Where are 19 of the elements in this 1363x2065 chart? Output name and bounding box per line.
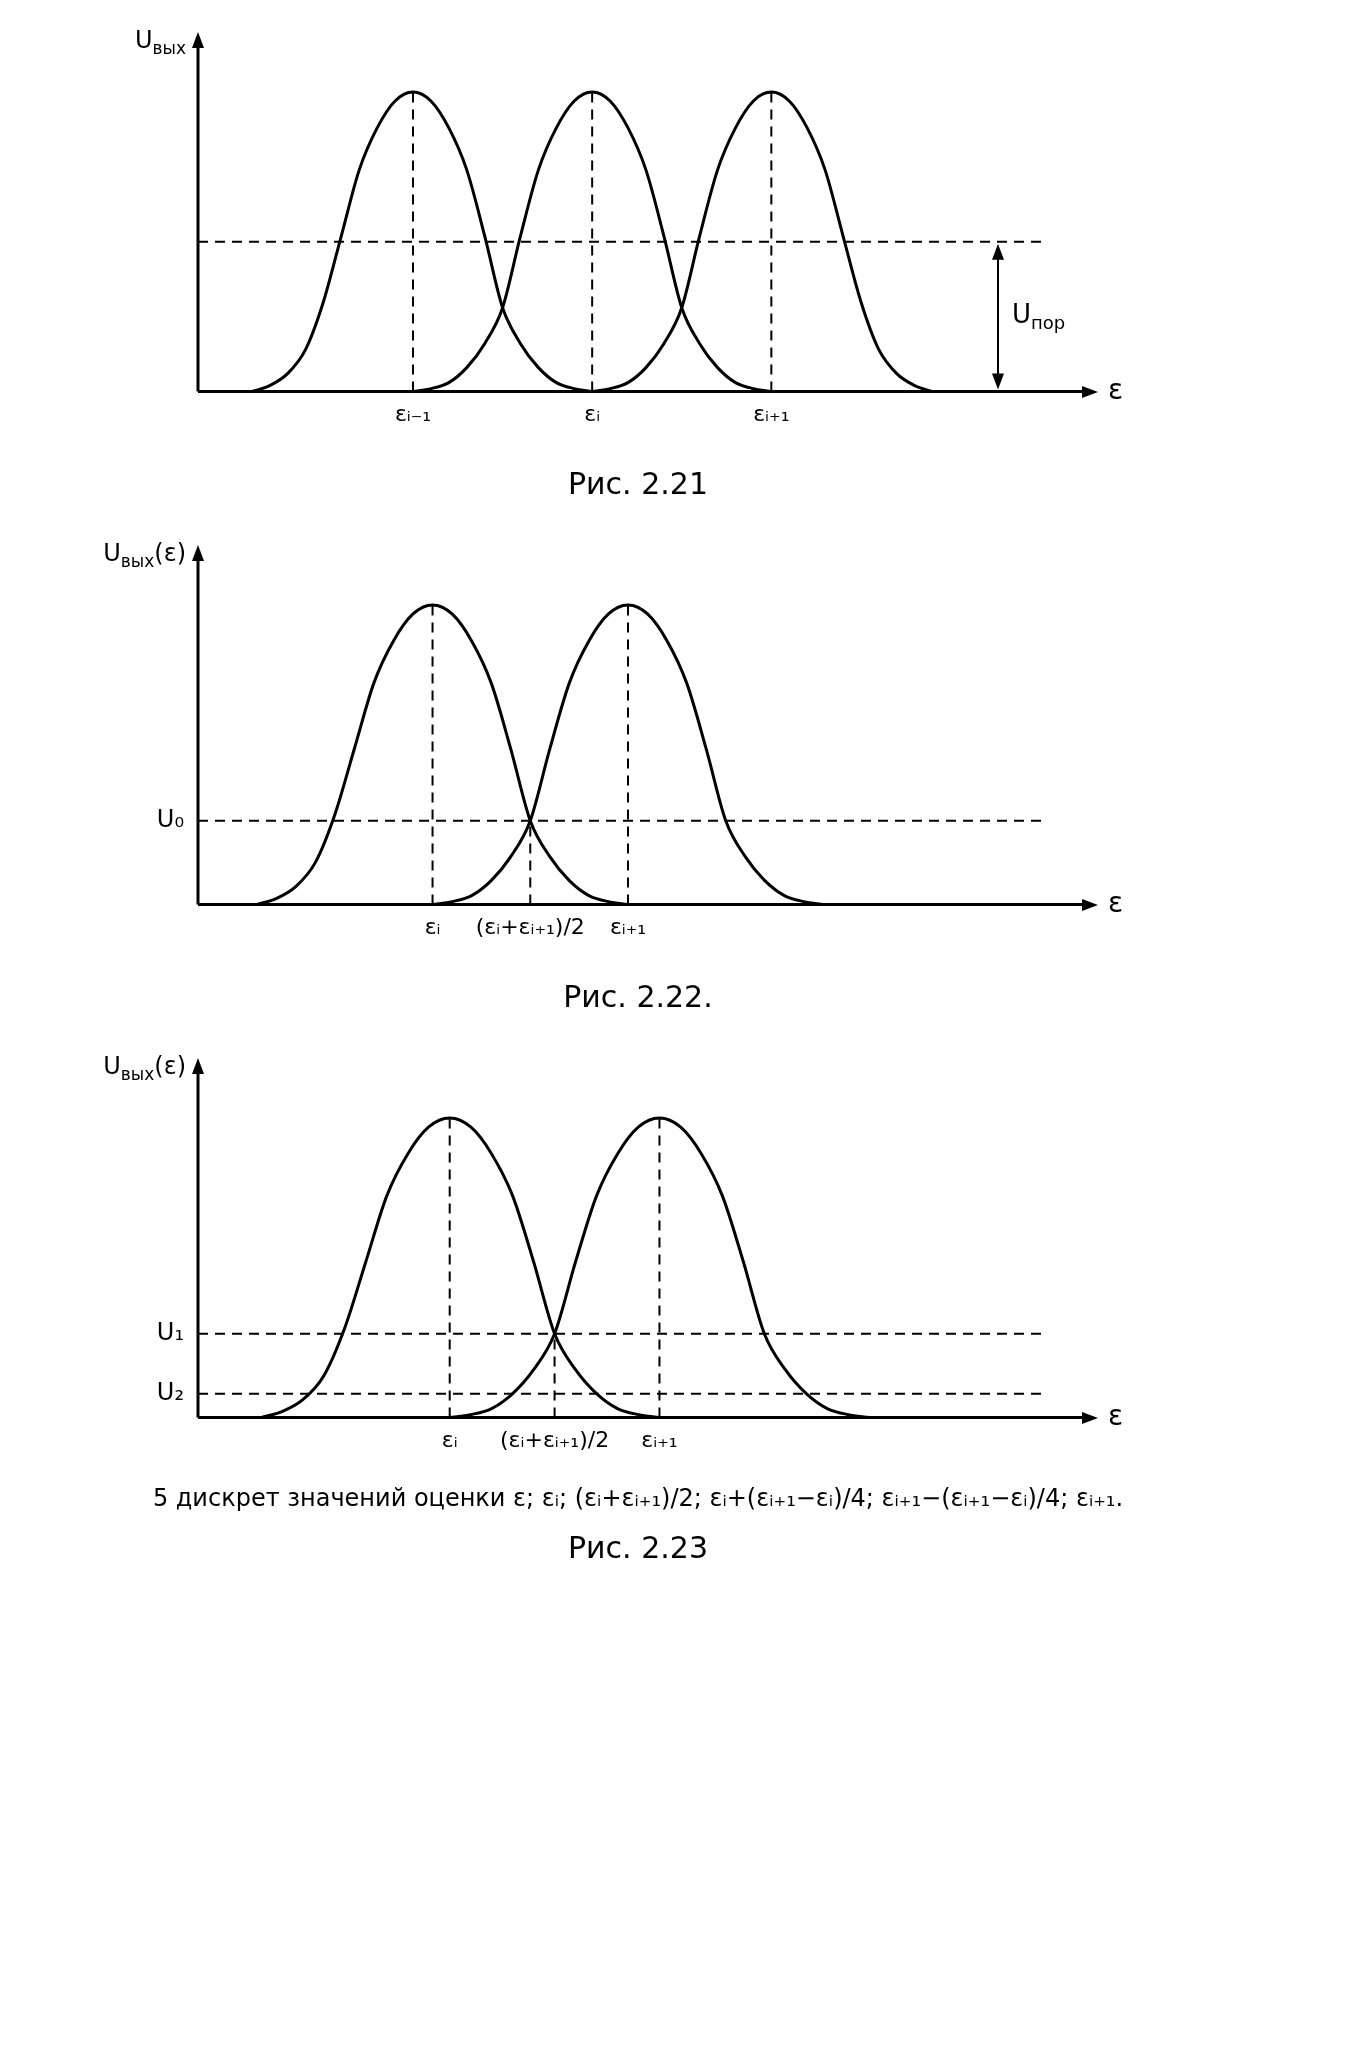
ref-line-label: U₁ (156, 1317, 184, 1346)
x-axis-title: ε (1108, 1398, 1124, 1432)
text: Рис. 2.21 (567, 466, 709, 501)
ref-line-label: U₂ (156, 1377, 184, 1406)
x-tick-label: (εᵢ+εᵢ₊₁)/2 (500, 1426, 610, 1452)
text: Рис. 2.23 (567, 1530, 709, 1565)
x-tick-label: εᵢ₊₁ (641, 1426, 678, 1452)
x-tick-label: εᵢ (441, 1426, 458, 1452)
x-tick-label: εᵢ (584, 400, 601, 426)
x-tick-label: εᵢ₋₁ (394, 400, 432, 426)
text: Рис. 2.22. (562, 979, 714, 1014)
x-tick-label: εᵢ (424, 913, 441, 939)
x-axis-title: ε (1108, 885, 1124, 919)
x-axis-title: ε (1108, 372, 1124, 406)
x-tick-label: (εᵢ+εᵢ₊₁)/2 (475, 913, 585, 939)
text: 5 дискрет значений оценки ε; εᵢ; (εᵢ+εᵢ₊₁)/2; εᵢ+(εᵢ₊₁−εᵢ)/4; εᵢ₊₁−(εᵢ₊₁−εᵢ)/4; εᵢ₊₁. (151, 1484, 1125, 1512)
x-tick-label: εᵢ₊₁ (609, 913, 647, 939)
x-tick-label: εᵢ₊₁ (753, 400, 790, 426)
ref-line-label: U₀ (156, 804, 184, 833)
